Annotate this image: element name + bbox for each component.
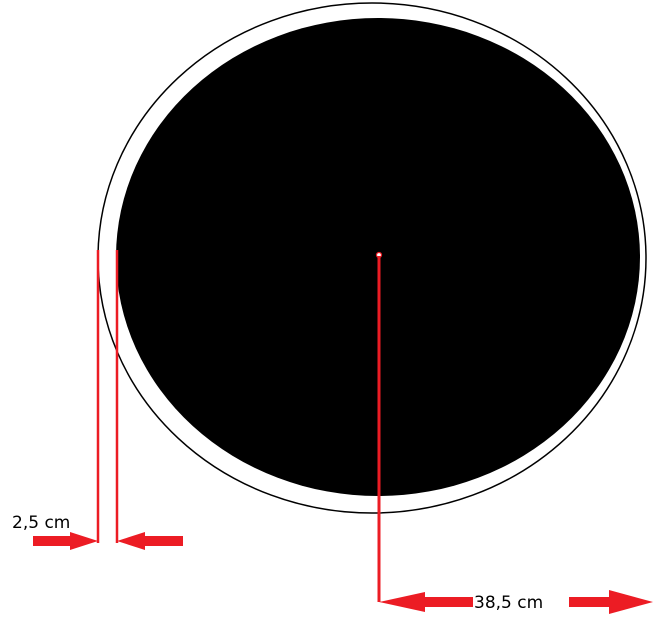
- thickness-arrow-left-head: [70, 532, 98, 550]
- thickness-arrow-left-shaft: [33, 536, 73, 546]
- radius-arrow-left-shaft: [423, 597, 473, 607]
- radius-arrow-right-shaft: [569, 597, 611, 607]
- thickness-arrow-right-head: [117, 532, 145, 550]
- thickness-label: 2,5 cm: [12, 513, 70, 533]
- radius-arrow-right-head: [609, 590, 653, 614]
- thickness-arrow-right-shaft: [143, 536, 183, 546]
- radius-label: 38,5 cm: [474, 593, 543, 613]
- radius-arrow-left-head: [379, 592, 425, 612]
